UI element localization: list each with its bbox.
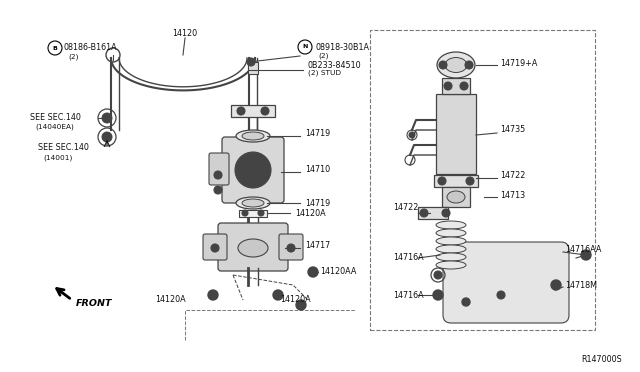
Circle shape [442, 209, 450, 217]
Ellipse shape [436, 221, 466, 229]
Text: 14716AA: 14716AA [565, 246, 602, 254]
Circle shape [581, 250, 591, 260]
Circle shape [235, 152, 271, 188]
Circle shape [214, 171, 222, 179]
Circle shape [433, 290, 443, 300]
Text: 14120A: 14120A [295, 209, 326, 218]
Text: 0B233-84510: 0B233-84510 [308, 61, 362, 70]
Text: 14722: 14722 [393, 202, 419, 212]
Circle shape [214, 186, 222, 194]
Circle shape [247, 58, 255, 66]
Bar [434, 175, 478, 187]
Circle shape [308, 267, 318, 277]
Ellipse shape [436, 261, 466, 269]
Circle shape [273, 290, 283, 300]
Text: 14120A: 14120A [155, 295, 186, 305]
Bar [436, 94, 476, 174]
Text: 14719+A: 14719+A [500, 58, 538, 67]
Text: 14716A: 14716A [393, 253, 424, 263]
Text: 14120AA: 14120AA [320, 267, 356, 276]
Circle shape [102, 113, 112, 123]
Ellipse shape [447, 191, 465, 203]
Text: N: N [302, 45, 308, 49]
FancyBboxPatch shape [222, 137, 284, 203]
Circle shape [242, 210, 248, 216]
Ellipse shape [437, 52, 475, 78]
FancyBboxPatch shape [209, 153, 229, 185]
Text: 14718M: 14718M [565, 280, 597, 289]
Circle shape [242, 159, 264, 181]
Ellipse shape [242, 132, 264, 140]
Ellipse shape [436, 245, 466, 253]
Text: 14713: 14713 [500, 190, 525, 199]
Text: (2): (2) [68, 54, 79, 60]
Text: 08918-30B1A: 08918-30B1A [315, 42, 369, 51]
Text: 14120: 14120 [172, 29, 198, 38]
Circle shape [261, 107, 269, 115]
Text: (2): (2) [318, 53, 328, 59]
Circle shape [497, 291, 505, 299]
Circle shape [102, 132, 112, 142]
Ellipse shape [236, 130, 270, 142]
Bar [248, 62, 258, 74]
Text: SEE SEC.140: SEE SEC.140 [38, 144, 89, 153]
Bar [231, 105, 275, 117]
Bar [442, 187, 470, 207]
Text: 14717: 14717 [305, 241, 330, 250]
Circle shape [438, 177, 446, 185]
Bar [239, 210, 267, 217]
Circle shape [211, 244, 219, 252]
Circle shape [208, 290, 218, 300]
Circle shape [460, 82, 468, 90]
Text: 08186-B161A: 08186-B161A [64, 44, 118, 52]
Ellipse shape [238, 239, 268, 257]
Text: SEE SEC.140: SEE SEC.140 [30, 113, 81, 122]
Text: R147000S: R147000S [581, 356, 622, 365]
Circle shape [439, 61, 447, 69]
Ellipse shape [436, 237, 466, 245]
FancyBboxPatch shape [203, 234, 227, 260]
Text: 14716A: 14716A [393, 291, 424, 299]
Bar [370, 30, 595, 330]
Circle shape [296, 300, 306, 310]
Text: (14040EA): (14040EA) [35, 124, 74, 130]
FancyBboxPatch shape [218, 223, 288, 271]
Text: 14710: 14710 [305, 166, 330, 174]
Ellipse shape [436, 229, 466, 237]
FancyBboxPatch shape [443, 242, 569, 323]
Circle shape [237, 107, 245, 115]
Circle shape [434, 271, 442, 279]
Circle shape [444, 82, 452, 90]
FancyBboxPatch shape [279, 234, 303, 260]
Circle shape [258, 210, 264, 216]
Bar [442, 78, 470, 94]
Text: B: B [52, 45, 58, 51]
Text: 14120A: 14120A [280, 295, 310, 305]
Circle shape [465, 61, 473, 69]
Circle shape [287, 244, 295, 252]
Text: 14722: 14722 [500, 170, 525, 180]
Ellipse shape [242, 199, 264, 207]
Circle shape [462, 298, 470, 306]
Ellipse shape [445, 58, 467, 73]
Ellipse shape [436, 253, 466, 261]
Text: 14735: 14735 [500, 125, 525, 135]
Bar [418, 207, 448, 219]
Circle shape [409, 132, 415, 138]
Circle shape [466, 177, 474, 185]
Ellipse shape [236, 197, 270, 209]
Circle shape [551, 280, 561, 290]
Text: 14719: 14719 [305, 199, 330, 208]
Circle shape [420, 209, 428, 217]
Text: (14001): (14001) [43, 155, 72, 161]
Text: 14719: 14719 [305, 128, 330, 138]
Text: (2) STUD: (2) STUD [308, 70, 341, 76]
Text: FRONT: FRONT [76, 298, 113, 308]
